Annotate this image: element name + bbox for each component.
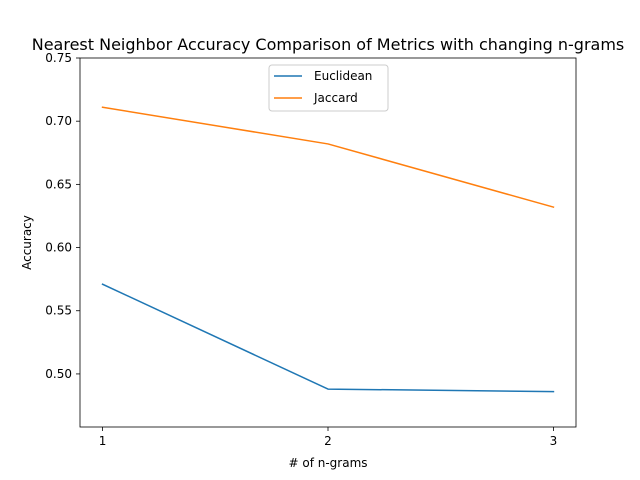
x-tick-label: 1 (99, 434, 107, 448)
y-tick-label: 0.75 (45, 51, 72, 65)
y-tick-label: 0.50 (45, 367, 72, 381)
y-tick-label: 0.60 (45, 241, 72, 255)
series-layer (101, 106, 555, 393)
legend: Euclidean Jaccard (268, 64, 389, 112)
y-axis: 0.50 0.55 0.60 0.65 0.70 0.75 (45, 51, 80, 381)
series-line-jaccard (101, 106, 555, 209)
legend-label-jaccard: Jaccard (313, 91, 358, 105)
chart-title: Nearest Neighbor Accuracy Comparison of … (32, 35, 625, 54)
x-axis: 1 2 3 (99, 427, 558, 448)
legend-label-euclidean: Euclidean (314, 69, 372, 83)
y-tick-label: 0.55 (45, 304, 72, 318)
x-tick-label: 2 (324, 434, 332, 448)
x-tick-label: 3 (550, 434, 558, 448)
y-axis-label: Accuracy (20, 215, 34, 270)
y-tick-label: 0.70 (45, 114, 72, 128)
series-line-euclidean (101, 283, 555, 393)
x-axis-label: # of n-grams (288, 456, 367, 470)
y-tick-label: 0.65 (45, 177, 72, 191)
